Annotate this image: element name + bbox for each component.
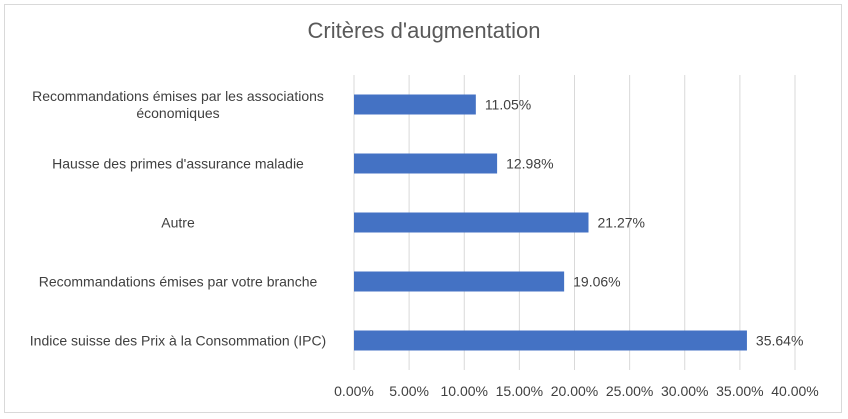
data-label: 21.27% [598,215,645,231]
x-tick-label: 15.00% [496,383,543,399]
category-label-line: Hausse des primes d'assurance maladie [52,156,304,172]
data-label: 12.98% [506,156,553,172]
category-label: Indice suisse des Prix à la Consommation… [30,333,326,349]
category-label-line: Recommandations émises par les associati… [32,88,324,104]
x-tick-label: 40.00% [771,383,818,399]
data-label: 19.06% [573,274,620,290]
bar [354,271,565,292]
category-label-line: Autre [161,215,195,231]
category-label-line: Recommandations émises par votre branche [39,274,318,290]
category-label: Recommandations émises par votre branche [39,274,318,290]
category-label: Autre [161,215,195,231]
x-tick-label: 30.00% [661,383,708,399]
category-label-line: Indice suisse des Prix à la Consommation… [30,333,326,349]
chart-title: Critères d'augmentation [307,18,541,43]
data-label: 11.05% [485,97,531,113]
bar [354,330,747,351]
x-tick-label: 0.00% [334,383,374,399]
category-label-line: économiques [136,105,219,121]
data-label: 35.64% [756,333,803,349]
bar [354,212,589,233]
category-label: Recommandations émises par les associati… [32,88,324,121]
x-tick-label: 20.00% [551,383,598,399]
x-tick-label: 35.00% [716,383,763,399]
x-tick-label: 25.00% [606,383,653,399]
x-tick-label: 5.00% [389,383,429,399]
category-label: Hausse des primes d'assurance maladie [52,156,304,172]
bar [354,94,476,115]
x-tick-label: 10.00% [441,383,488,399]
bar [354,153,498,174]
